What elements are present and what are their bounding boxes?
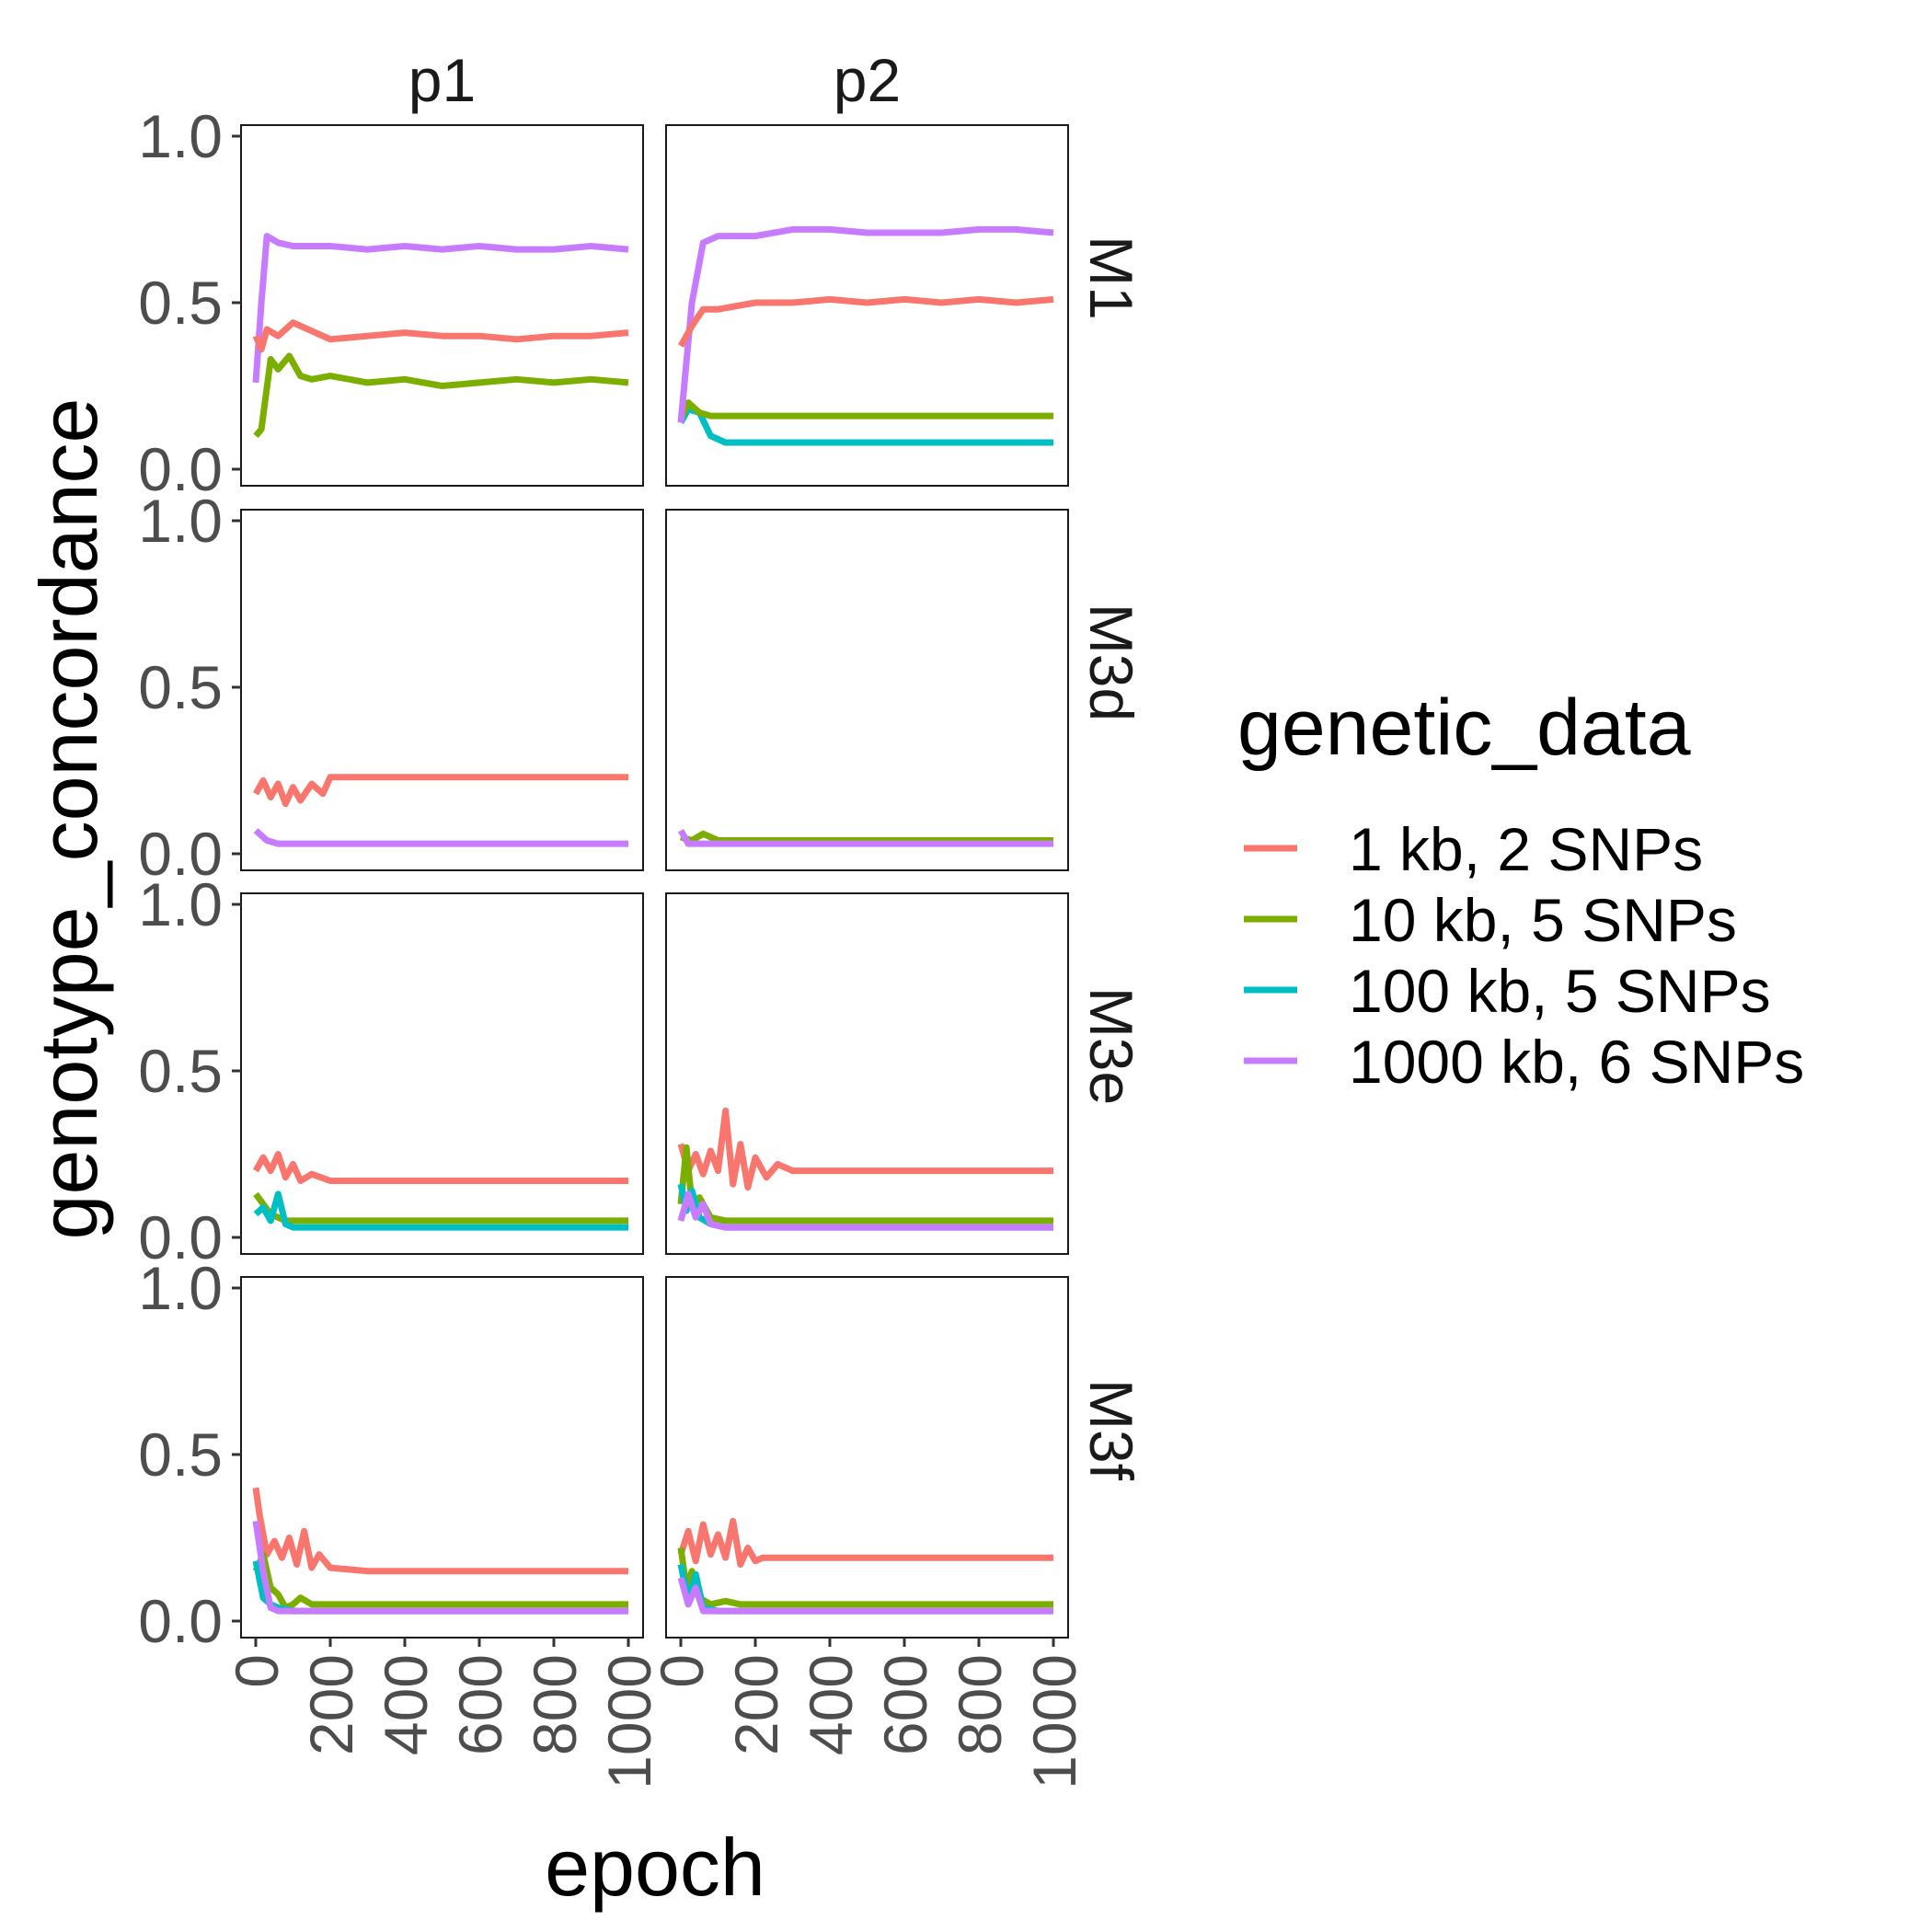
series-line bbox=[252, 774, 628, 808]
panel-border bbox=[240, 124, 644, 487]
facet-column-label: p2 bbox=[834, 46, 901, 114]
y-tick-label: 0.5 bbox=[138, 1037, 223, 1105]
facet-row-label: M1 bbox=[1077, 236, 1145, 320]
x-tick-label: 1000 bbox=[595, 1654, 663, 1789]
panel-border bbox=[665, 1276, 1069, 1639]
x-tick-label: 600 bbox=[446, 1654, 514, 1755]
y-tick-label: 0.0 bbox=[138, 435, 223, 503]
series-line bbox=[252, 1487, 628, 1575]
y-tick-label: 0.5 bbox=[138, 1420, 223, 1489]
facet-column-label: p1 bbox=[408, 46, 476, 114]
series-line bbox=[677, 1190, 1053, 1231]
x-tick-label: 0 bbox=[223, 1654, 291, 1688]
legend-label: 1000 kb, 6 SNPs bbox=[1349, 1028, 1804, 1096]
legend-label: 10 kb, 5 SNPs bbox=[1349, 886, 1737, 954]
x-tick-label: 400 bbox=[797, 1654, 865, 1755]
y-tick-label: 1.0 bbox=[138, 487, 223, 555]
x-tick-label: 400 bbox=[372, 1654, 440, 1755]
y-tick-label: 1.0 bbox=[138, 1254, 223, 1322]
facet-row-label: M3e bbox=[1077, 987, 1145, 1105]
x-axis-title: epoch bbox=[545, 1822, 765, 1913]
series-line bbox=[252, 1151, 628, 1184]
legend-label: 1 kb, 2 SNPs bbox=[1349, 815, 1703, 883]
series-line bbox=[253, 828, 628, 847]
x-tick-label: 1000 bbox=[1020, 1654, 1088, 1789]
series-line bbox=[677, 828, 1053, 847]
y-tick-label: 0.5 bbox=[138, 653, 223, 721]
facet-row-label: M3f bbox=[1077, 1379, 1145, 1481]
panel-border bbox=[240, 892, 644, 1255]
series-line bbox=[677, 225, 1054, 423]
panel-border bbox=[665, 509, 1069, 871]
series-line bbox=[253, 352, 629, 439]
x-tick-label: 200 bbox=[297, 1654, 365, 1755]
series-line bbox=[677, 295, 1054, 348]
legend-title: genetic_data bbox=[1237, 684, 1691, 772]
x-tick-label: 200 bbox=[722, 1654, 790, 1755]
y-tick-label: 0.0 bbox=[138, 1203, 223, 1271]
panel-border bbox=[240, 1276, 644, 1639]
series-line bbox=[677, 1107, 1053, 1191]
facet-row-label: M3d bbox=[1077, 604, 1145, 721]
y-axis-title: genotype_concordance bbox=[23, 398, 114, 1240]
x-tick-label: 0 bbox=[648, 1654, 716, 1688]
series-line bbox=[252, 1551, 628, 1611]
series-line bbox=[253, 1190, 628, 1231]
x-tick-label: 800 bbox=[521, 1654, 589, 1755]
series-line bbox=[677, 1517, 1053, 1568]
y-tick-label: 0.0 bbox=[138, 1587, 223, 1655]
series-line bbox=[252, 319, 629, 353]
facet-panels bbox=[240, 124, 1069, 1639]
series-line bbox=[677, 1547, 1053, 1608]
series-line bbox=[677, 1576, 1053, 1615]
series-line bbox=[677, 399, 1053, 421]
y-tick-label: 0.0 bbox=[138, 820, 223, 888]
y-tick-label: 0.5 bbox=[138, 269, 223, 337]
series-line bbox=[677, 1144, 1053, 1225]
panel-border bbox=[240, 509, 644, 871]
y-tick-label: 1.0 bbox=[138, 102, 223, 170]
legend-label: 100 kb, 5 SNPs bbox=[1349, 957, 1771, 1025]
y-tick-label: 1.0 bbox=[138, 870, 223, 938]
series-line bbox=[252, 233, 629, 384]
panel-border bbox=[665, 892, 1069, 1255]
series-line bbox=[252, 1520, 628, 1615]
x-tick-label: 800 bbox=[946, 1654, 1014, 1755]
series-line bbox=[680, 830, 1053, 844]
x-tick-label: 600 bbox=[871, 1654, 939, 1755]
